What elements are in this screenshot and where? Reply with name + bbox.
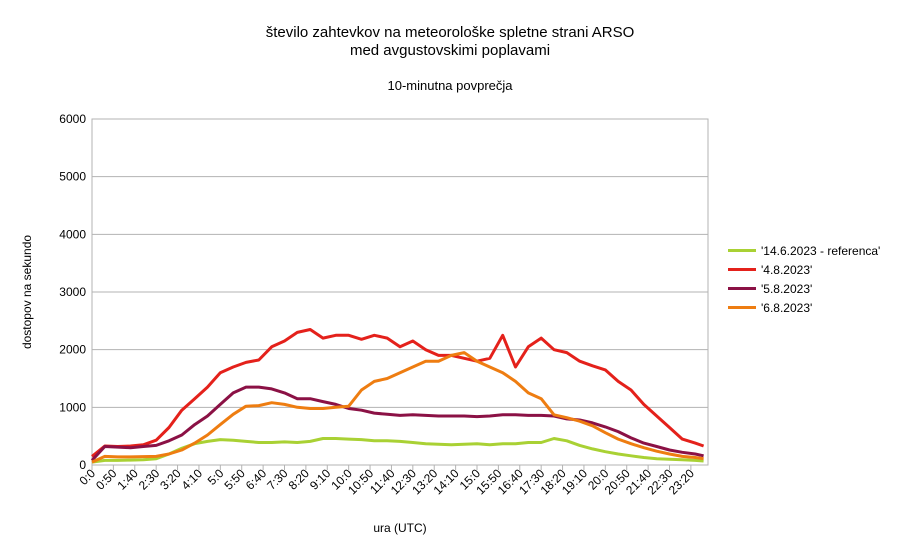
legend-label: '5.8.2023'	[761, 281, 813, 296]
y-tick-label: 6000	[59, 112, 86, 126]
series-line-2	[91, 328, 705, 458]
legend-swatch	[728, 306, 756, 309]
legend-label: '4.8.2023'	[761, 262, 813, 277]
series-lines	[90, 328, 705, 464]
legend-item: '5.8.2023'	[728, 279, 880, 298]
chart-title-line-1: število zahtevkov na meteorološke spletn…	[265, 24, 635, 41]
y-axis-label: dostopov na sekundo	[20, 235, 34, 349]
x-tick-label: 2:30	[136, 466, 163, 493]
legend-label: '14.6.2023 - referenca'	[761, 243, 881, 258]
chart-legend: '14.6.2023 - referenca' '4.8.2023' '5.8.20…	[728, 241, 880, 317]
x-tick-label: 5:50	[221, 466, 248, 493]
legend-item: '4.8.2023'	[728, 260, 880, 279]
y-tick-label: 4000	[59, 227, 86, 241]
legend-swatch	[728, 268, 756, 271]
x-tick-label: 23:20	[666, 466, 697, 497]
legend-swatch	[728, 249, 756, 252]
y-tick-label: 0	[79, 458, 86, 472]
x-tick-label: 4:10	[179, 466, 206, 493]
gridlines	[92, 118, 708, 466]
x-axis-ticks: 0:00:501:402:303:204:10 5:05:506:407:308:…	[76, 465, 697, 497]
x-tick-label: 8:20	[286, 466, 313, 493]
x-tick-label: 0:50	[93, 466, 120, 493]
legend-label: '6.8.2023'	[761, 300, 813, 315]
chart-subtitle: 10-minutna povprečja	[387, 78, 513, 93]
y-tick-label: 5000	[59, 170, 86, 184]
x-tick-label: 9:10	[307, 466, 334, 493]
x-tick-label: 1:40	[114, 466, 141, 493]
x-tick-label: 7:30	[264, 466, 291, 493]
series-line-4	[91, 351, 704, 464]
legend-item: '6.8.2023'	[728, 298, 880, 317]
plot-area-border	[91, 118, 709, 466]
y-tick-label: 2000	[59, 343, 86, 357]
chart-title-line-2: med avgustovskimi poplavami	[349, 42, 551, 59]
y-tick-label: 3000	[59, 285, 86, 299]
x-tick-label: 6:40	[243, 466, 270, 493]
legend-swatch	[728, 287, 756, 290]
x-axis-label: ura (UTC)	[373, 521, 426, 535]
y-axis-ticks: 0 1000 2000 3000 4000 5000 6000	[59, 112, 86, 472]
series-line-3	[90, 385, 704, 462]
legend-item: '14.6.2023 - referenca'	[728, 241, 880, 260]
x-tick-label: 3:20	[157, 466, 184, 493]
y-tick-label: 1000	[59, 400, 86, 414]
